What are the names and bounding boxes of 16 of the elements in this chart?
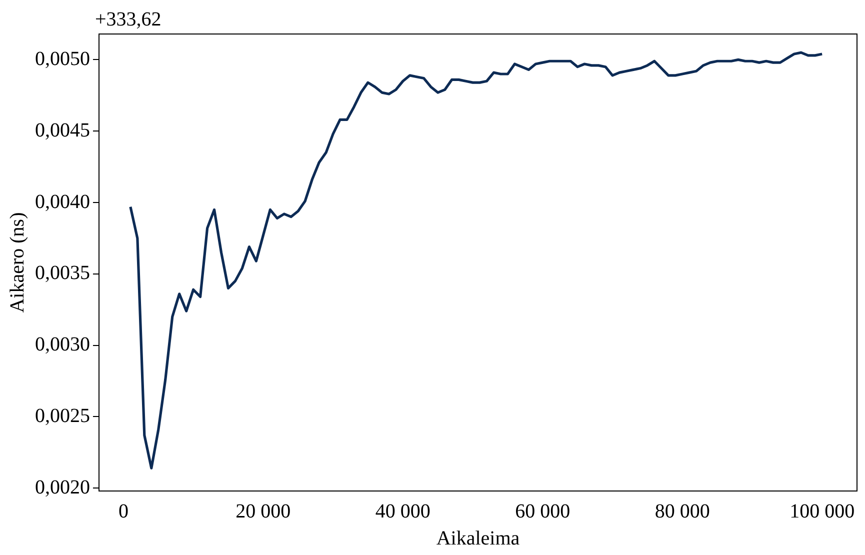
x-tick-label: 0 <box>118 500 128 522</box>
y-tick-label: 0,0025 <box>35 404 90 427</box>
x-tick-label: 20 000 <box>236 500 291 522</box>
x-axis-title: Aikaleima <box>436 527 520 550</box>
x-tick-label: 100 000 <box>790 500 855 522</box>
y-axis-title: Aikaero (ns) <box>6 212 28 313</box>
x-tick-label: 40 000 <box>375 500 430 522</box>
y-tick-label: 0,0040 <box>35 190 90 213</box>
y-tick-label: 0,0050 <box>35 48 90 70</box>
text: +333,62 <box>95 8 162 30</box>
y-tick-label: 0,0030 <box>35 334 90 356</box>
x-tick-label: 80 000 <box>654 500 710 522</box>
y-tick-label: 0,0020 <box>35 476 90 498</box>
x-tick-label: 60 000 <box>515 500 570 522</box>
y-tick-label: 0,0035 <box>35 262 90 284</box>
y-tick-label: 0,0045 <box>35 119 90 142</box>
